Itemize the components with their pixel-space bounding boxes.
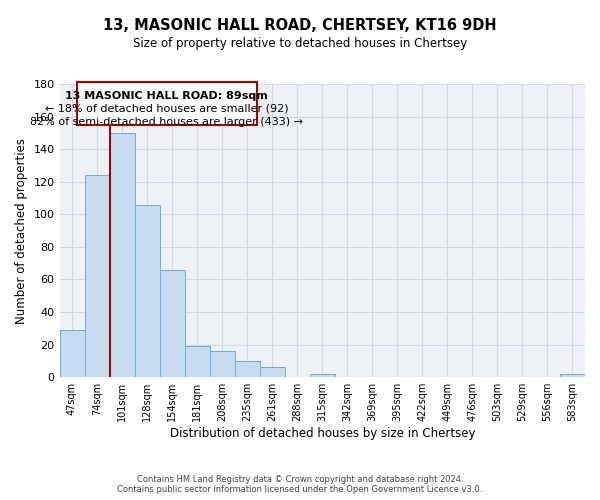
Text: Contains HM Land Registry data © Crown copyright and database right 2024.: Contains HM Land Registry data © Crown c…	[137, 475, 463, 484]
Text: ← 18% of detached houses are smaller (92): ← 18% of detached houses are smaller (92…	[45, 104, 289, 114]
Text: 13, MASONIC HALL ROAD, CHERTSEY, KT16 9DH: 13, MASONIC HALL ROAD, CHERTSEY, KT16 9D…	[103, 18, 497, 32]
Bar	[185, 346, 209, 377]
Bar	[209, 351, 235, 377]
Text: 13 MASONIC HALL ROAD: 89sqm: 13 MASONIC HALL ROAD: 89sqm	[65, 90, 268, 101]
Bar	[260, 368, 285, 377]
Bar	[235, 361, 260, 377]
Bar	[110, 133, 134, 377]
Bar	[134, 204, 160, 377]
X-axis label: Distribution of detached houses by size in Chertsey: Distribution of detached houses by size …	[170, 427, 475, 440]
Bar	[160, 270, 185, 377]
Text: Contains public sector information licensed under the Open Government Licence v3: Contains public sector information licen…	[118, 485, 482, 494]
Bar	[560, 374, 585, 377]
Text: Size of property relative to detached houses in Chertsey: Size of property relative to detached ho…	[133, 38, 467, 51]
Bar	[310, 374, 335, 377]
Bar	[77, 82, 257, 124]
Text: 82% of semi-detached houses are larger (433) →: 82% of semi-detached houses are larger (…	[30, 116, 303, 126]
Bar	[85, 175, 110, 377]
Bar	[59, 330, 85, 377]
Y-axis label: Number of detached properties: Number of detached properties	[15, 138, 28, 324]
